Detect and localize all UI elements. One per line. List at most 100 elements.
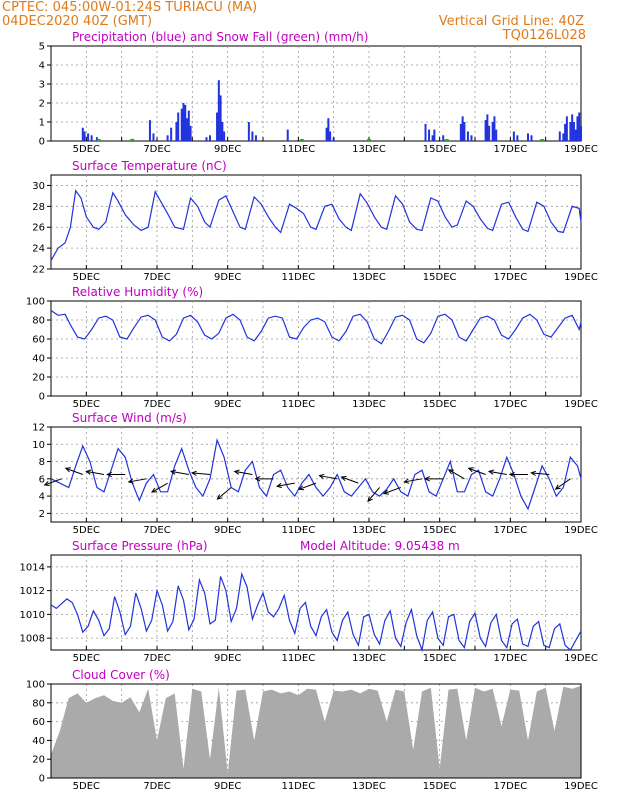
wind-vector	[367, 487, 380, 502]
snow-bar	[444, 139, 449, 141]
precip-bar	[428, 129, 431, 141]
precip-bar	[576, 116, 579, 141]
y-tick-label: 60	[32, 717, 45, 728]
wind-vector-head	[127, 478, 134, 484]
y-tick-label: 40	[32, 354, 45, 365]
precip-bar	[580, 125, 582, 141]
x-tick-label: 7DEC	[143, 272, 170, 283]
panel-frame	[50, 300, 582, 397]
x-tick-label: 5DEC	[73, 144, 100, 155]
precip-bar	[484, 120, 487, 141]
x-tick-label: 19DEC	[564, 272, 598, 283]
precip-bar	[424, 123, 427, 141]
x-tick-label: 15DEC	[423, 653, 457, 664]
y-tick-label: 20	[32, 373, 45, 384]
x-tick-label: 19DEC	[564, 525, 598, 536]
wind-vector	[65, 467, 83, 475]
y-tick-label: 1014	[20, 562, 45, 573]
y-tick-label: 1010	[20, 610, 45, 621]
precip-bar	[564, 123, 567, 141]
precip-bar	[217, 80, 220, 141]
wind-vector-head	[43, 481, 50, 486]
precip-bar	[221, 122, 224, 141]
precip-bar	[83, 131, 86, 141]
precip-bar	[177, 112, 180, 141]
wind-vector	[170, 470, 189, 475]
x-tick-label: 9DEC	[214, 525, 241, 536]
wind-vector	[448, 469, 465, 480]
wind-vector-head	[403, 478, 410, 484]
wind-vector	[86, 470, 105, 475]
model-label: TQ0126L028	[502, 28, 586, 43]
x-tick-label: 15DEC	[423, 399, 457, 410]
wind-vector-head	[254, 476, 261, 482]
panel-frame-overlay	[50, 683, 582, 779]
wind-line	[50, 437, 582, 511]
snow-bar	[96, 139, 101, 141]
wind-vector-head	[106, 471, 112, 478]
x-tick-label: 19DEC	[564, 399, 598, 410]
precip-bar	[461, 116, 464, 141]
wind-vector-head	[340, 476, 347, 481]
panel-title: Precipitation (blue) and Snow Fall (gree…	[72, 30, 368, 44]
precip-bar	[286, 129, 289, 141]
y-tick-label: 80	[32, 698, 45, 709]
x-tick-label: 5DEC	[73, 272, 100, 283]
precip-bar	[491, 122, 494, 141]
wind-vector-head	[424, 476, 430, 482]
precip-bar	[187, 110, 190, 141]
wind-vector-head	[467, 467, 474, 473]
precip-bar	[558, 131, 561, 141]
x-tick-label: 11DEC	[281, 272, 315, 283]
x-tick-label: 7DEC	[143, 399, 170, 410]
precip-bar	[488, 125, 491, 141]
x-tick-label: 9DEC	[214, 272, 241, 283]
wind-vector-head	[216, 494, 223, 500]
wind-vector	[151, 482, 168, 493]
cloud-area	[51, 685, 581, 778]
temp-line	[50, 189, 582, 261]
precip-bar	[216, 112, 219, 141]
precip-bar	[569, 122, 572, 141]
y-tick-label: 12	[32, 423, 45, 434]
wind-vector	[298, 482, 317, 490]
x-tick-label: 19DEC	[564, 781, 598, 792]
precip-bar	[493, 116, 496, 141]
y-tick-label: 20	[32, 755, 45, 766]
x-tick-label: 17DEC	[493, 653, 527, 664]
panel-title: Relative Humidity (%)	[72, 285, 203, 299]
panel-temp: 22 24 26 28 30 5DEC 7DEC 9DEC 11DEC 13DEC 15DEC 17D…	[32, 159, 598, 283]
x-tick-label: 13DEC	[352, 399, 386, 410]
x-tick-label: 11DEC	[281, 781, 315, 792]
panel-cloud: 0 20 40 60 80 100 5DEC 7DEC 9DEC 11DEC 13DEC 15DEC 1…	[26, 668, 598, 792]
x-tick-label: 13DEC	[352, 653, 386, 664]
wind-vector-head	[554, 484, 561, 490]
precip-bar	[254, 135, 257, 141]
precip-bar	[148, 120, 151, 141]
wind-vector	[383, 486, 401, 495]
x-tick-label: 17DEC	[493, 781, 527, 792]
y-tick-label: 30	[32, 181, 45, 192]
wind-vector-head	[190, 470, 197, 476]
rh-line	[50, 310, 582, 345]
wind-vector	[531, 472, 550, 475]
precip-bar	[463, 122, 466, 141]
precip-bar	[175, 122, 178, 141]
precip-bar	[578, 112, 581, 141]
precip-bar	[180, 108, 183, 141]
precip-bar	[325, 127, 328, 141]
panel-title: Surface Wind (m/s)	[72, 411, 187, 425]
x-tick-label: 15DEC	[423, 272, 457, 283]
precip-bar	[166, 135, 169, 141]
precip-bar	[442, 135, 445, 141]
precip-bar	[572, 122, 575, 141]
x-tick-label: 17DEC	[493, 144, 527, 155]
precip-bar	[459, 123, 462, 141]
wind-vector-head	[447, 469, 454, 475]
y-tick-label: 0	[39, 137, 45, 148]
x-tick-label: 15DEC	[423, 525, 457, 536]
snow-bar	[367, 139, 371, 141]
wind-vector-head	[530, 470, 537, 476]
x-tick-label: 5DEC	[73, 653, 100, 664]
